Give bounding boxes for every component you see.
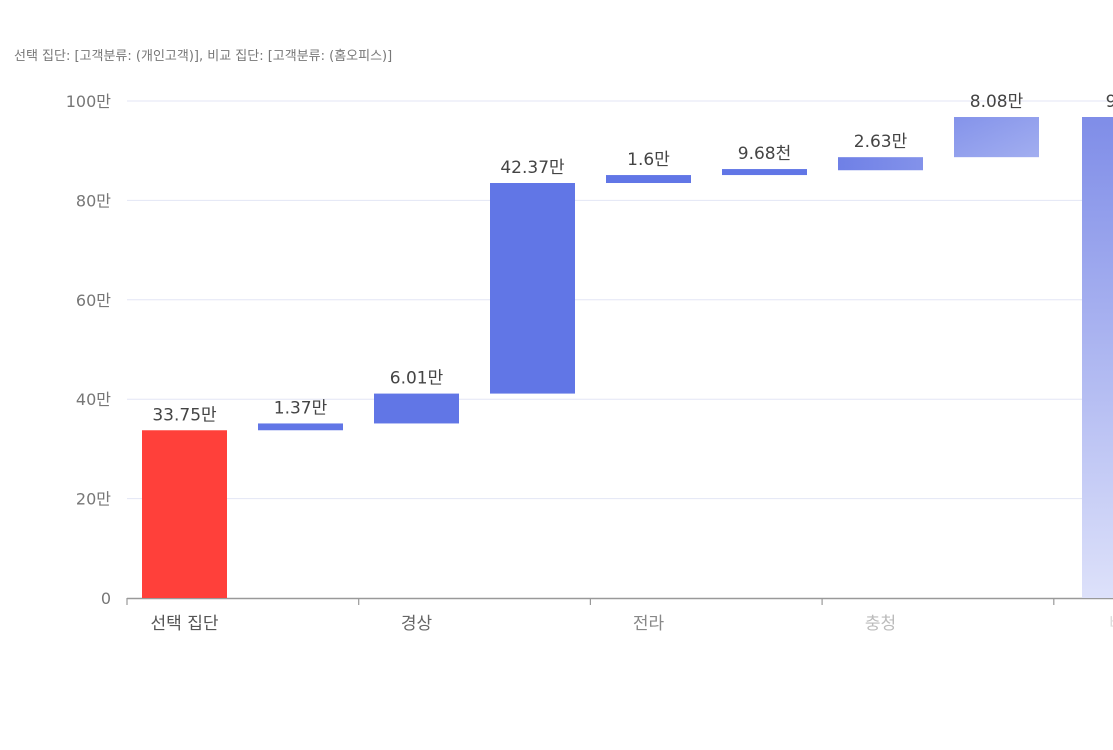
data-label: 8.08만 [970,92,1024,112]
y-tick-label: 40만 [76,390,111,409]
y-tick-label: 0 [101,589,111,608]
x-tick-label: 경상 [401,614,433,634]
bar-3 [490,183,575,394]
chart-subtitle: 선택 집단: [고객분류: (개인고객)], 비교 집단: [고객분류: (홈오… [14,49,393,64]
bar-2 [374,393,459,424]
bar-0 [142,430,227,598]
data-label: 1.37만 [274,398,328,418]
bar-4 [606,175,691,184]
x-tick-label: 충청 [865,614,896,634]
data-label: 6.01만 [390,369,444,389]
bar-6 [838,157,923,171]
data-label: 1.6만 [627,150,670,170]
data-label: 42.37만 [500,158,565,178]
y-tick-label: 60만 [76,291,111,310]
x-tick-label: 전라 [633,614,665,634]
x-tick-label: 비교 [1109,614,1113,634]
y-tick-label: 80만 [76,191,111,210]
bar-1 [258,423,343,431]
bar-7 [954,117,1039,158]
data-label: 96.7 [1106,92,1113,112]
data-label: 9.68천 [738,144,792,164]
bar-5 [722,169,807,176]
data-label: 2.63만 [854,132,908,152]
data-label: 33.75만 [152,405,217,425]
x-tick-label: 선택 집단 [151,614,219,634]
bar-8 [1082,117,1113,598]
y-tick-label: 100만 [66,92,112,111]
y-tick-label: 20만 [76,490,111,509]
